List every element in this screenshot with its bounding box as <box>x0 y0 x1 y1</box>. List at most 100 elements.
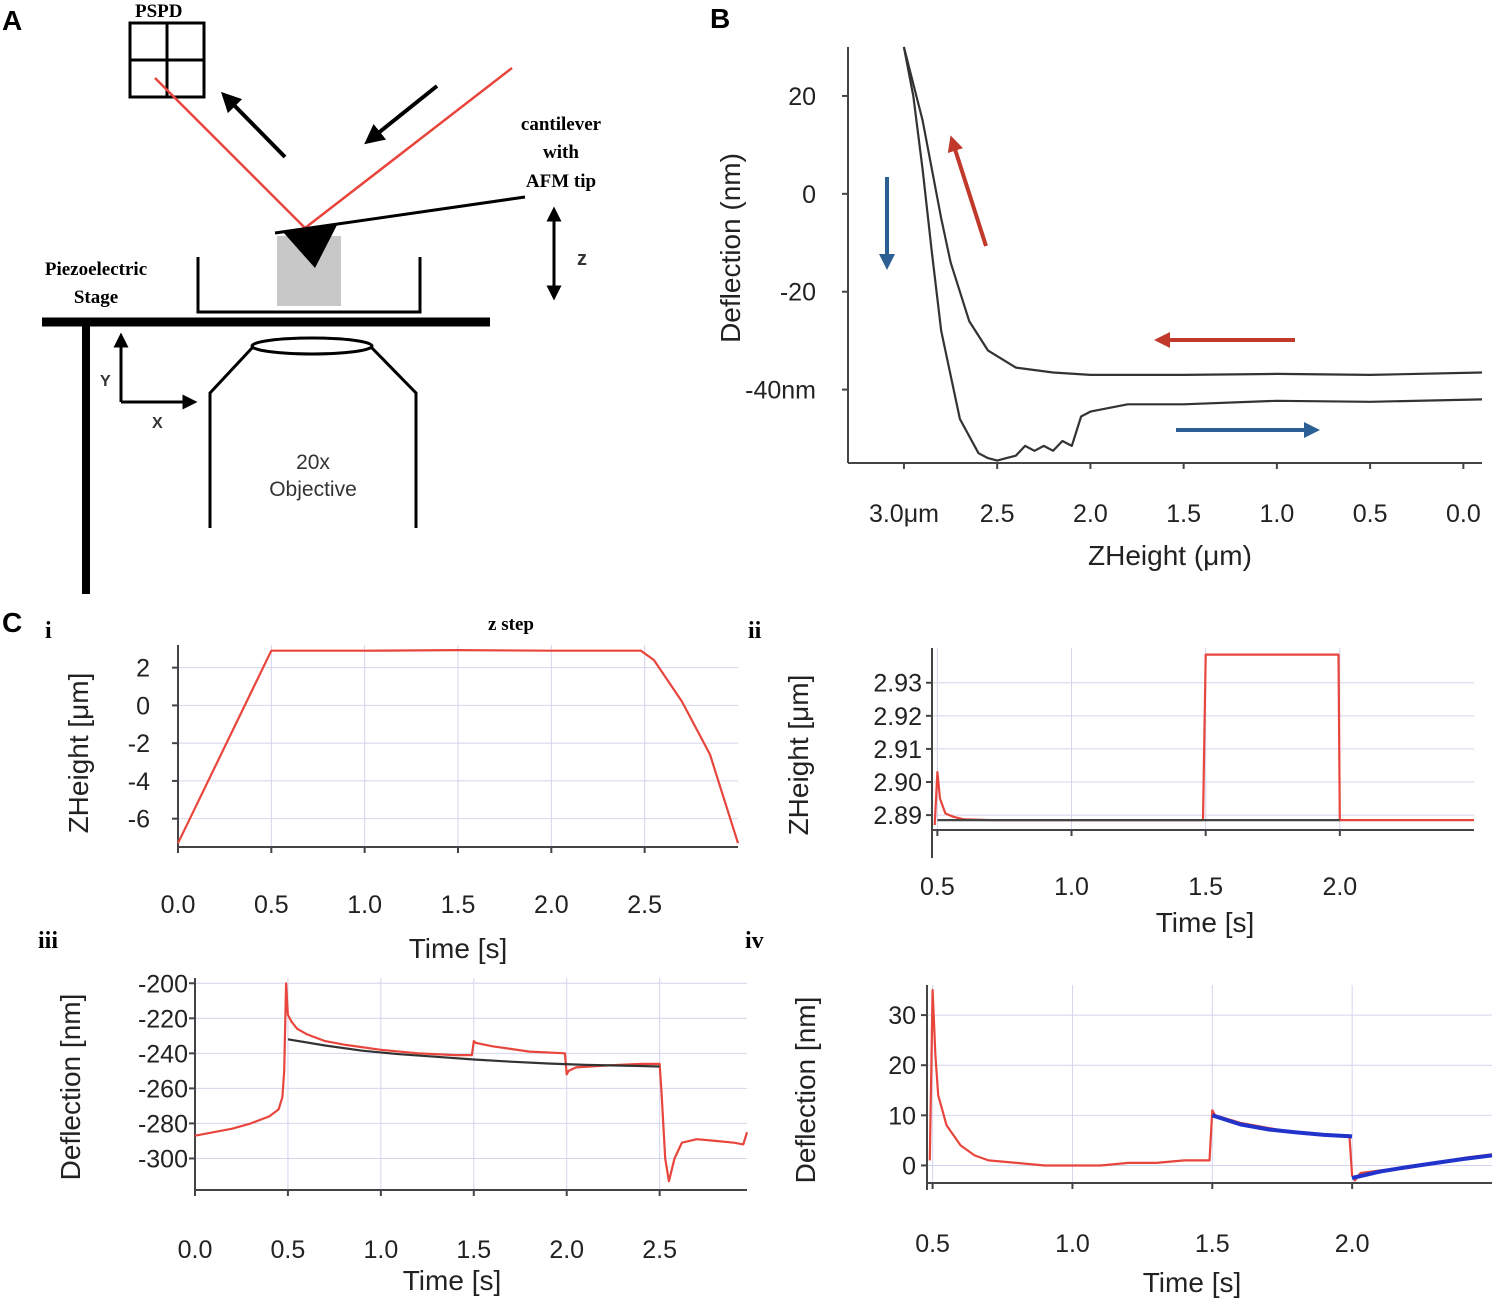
series-zheight <box>933 653 1474 826</box>
y-tick-label: 0 <box>802 181 816 209</box>
y-tick-label: -2 <box>128 730 150 758</box>
x-axis-label: X <box>152 415 163 432</box>
series-fit-1 <box>1211 1113 1353 1139</box>
x-tick-label: 1.5 <box>1188 873 1223 901</box>
x-tick-label: 1.0 <box>1055 1230 1090 1258</box>
reflected-arrow <box>220 91 287 159</box>
x-tick-label: 2.0 <box>1073 500 1108 528</box>
x-tick-label: 2.0 <box>534 891 569 919</box>
afm-schematic: PSPD cantilever with AFM tip z Piezoelec… <box>42 1 602 594</box>
y-tick-label: 20 <box>888 1052 916 1080</box>
y-tick-label: 0 <box>136 692 150 720</box>
x-tick-label: 1.5 <box>456 1236 491 1264</box>
chart-b-ylabel: Deflection (nm) <box>715 153 746 343</box>
series-fit-2 <box>1351 1153 1493 1180</box>
objective-lens <box>250 336 374 356</box>
x-tick-label: 0.5 <box>271 1236 306 1264</box>
cantilever <box>274 195 526 235</box>
objective-body <box>208 346 418 528</box>
chart-civ: 0.5 1.0 1.5 2.0 30 20 10 0 Time [s] Deflection … <box>790 985 1493 1298</box>
afm-tip <box>283 225 337 268</box>
z-axis-label: z <box>577 248 587 270</box>
x-tick-label: 1.5 <box>1195 1230 1230 1258</box>
x-tick-label: 0.0 <box>178 1236 213 1264</box>
x-tick-label: 0.5 <box>254 891 289 919</box>
y-axis-label: Y <box>100 373 111 390</box>
y-tick-label: -220 <box>138 1005 188 1033</box>
panel-label-c: C <box>2 607 22 638</box>
series-retract <box>902 46 1483 462</box>
chart-cii: 0.5 1.0 1.5 2.0 2.93 2.92 2.91 2.90 2.89 Time [s… <box>783 648 1474 938</box>
objective-label-2: Objective <box>269 478 357 501</box>
chart-ci-title: z step <box>488 614 534 635</box>
x-tick-label: 2.0 <box>1335 1230 1370 1258</box>
x-tick-label: 2.5 <box>980 500 1015 528</box>
chart-ci: 0.0 0.5 1.0 1.5 2.0 2.5 2 0 -2 -4 -6 z step Time [… <box>63 614 740 964</box>
y-tick-label: -280 <box>138 1110 188 1138</box>
y-tick-label: 2.90 <box>873 769 922 797</box>
x-tick-label: 0.0 <box>1446 500 1481 528</box>
x-tick-label: 0.0 <box>161 891 196 919</box>
panel-label-a: A <box>2 5 22 36</box>
y-tick-label: -240 <box>138 1040 188 1068</box>
y-tick-label: 2.89 <box>873 802 922 830</box>
y-tick-label: 2.93 <box>873 670 922 698</box>
y-tick-label: -40nm <box>745 377 816 405</box>
y-tick-label: 30 <box>888 1002 916 1030</box>
series-fit <box>287 1038 660 1068</box>
y-tick-label: 20 <box>788 83 816 111</box>
chart-ci-xlabel: Time [s] <box>409 933 508 964</box>
cantilever-label-2: with <box>543 142 579 163</box>
x-tick-label: 1.0 <box>347 891 382 919</box>
y-tick-label: -300 <box>138 1145 188 1173</box>
y-tick-label: -6 <box>128 806 150 834</box>
pspd-detector <box>128 21 206 99</box>
x-tick-label: 1.5 <box>441 891 476 919</box>
x-tick-label: 2.0 <box>1322 873 1357 901</box>
series-approach <box>902 46 1483 376</box>
y-tick-label: -4 <box>128 768 150 796</box>
series-zheight <box>177 648 740 844</box>
chart-ci-ylabel: ZHeight [μm] <box>63 673 94 834</box>
y-tick-label: 2.91 <box>873 736 922 764</box>
y-tick-label: -260 <box>138 1075 188 1103</box>
y-tick-label: 2.92 <box>873 703 922 731</box>
panel-label-b: B <box>710 3 730 34</box>
sub-label-iv: iv <box>745 928 764 954</box>
y-tick-label: 0 <box>902 1152 916 1180</box>
series-deflection <box>194 982 749 1183</box>
chart-b: 3.0μm 2.5 2.0 1.5 1.0 0.5 0.0 20 0 -20 -40nm ZHeig… <box>715 46 1483 571</box>
stage-label-1: Piezoelectric <box>45 259 147 280</box>
sample-dish <box>196 257 422 314</box>
sub-label-iii: iii <box>38 928 58 954</box>
x-tick-label: 1.0 <box>1259 500 1294 528</box>
objective-label-1: 20x <box>296 451 330 474</box>
retract-direction-arrow <box>947 135 988 247</box>
incident-arrow <box>364 84 439 145</box>
sub-label-i: i <box>45 618 52 644</box>
chart-b-xlabel: ZHeight (μm) <box>1088 540 1252 571</box>
x-tick-label: 2.0 <box>549 1236 584 1264</box>
pspd-label: PSPD <box>135 1 183 22</box>
y-tick-label: -200 <box>138 970 188 998</box>
chart-ciii-xlabel: Time [s] <box>403 1265 502 1296</box>
y-tick-label: 2 <box>136 655 150 683</box>
chart-cii-ylabel: ZHeight [μm] <box>783 675 814 836</box>
y-tick-label: 10 <box>888 1102 916 1130</box>
chart-ciii: 0.0 0.5 1.0 1.5 2.0 2.5 -200 -220 -240 -260 -280 -3… <box>55 970 749 1296</box>
reflected-laser-beam <box>154 77 306 229</box>
incident-laser-beam <box>304 67 513 229</box>
chart-civ-xlabel: Time [s] <box>1143 1267 1242 1298</box>
stage-label-2: Stage <box>74 287 118 308</box>
cantilever-label-3: AFM tip <box>526 171 596 192</box>
cantilever-label-1: cantilever <box>521 114 602 135</box>
chart-cii-xlabel: Time [s] <box>1156 907 1255 938</box>
x-tick-label: 3.0μm <box>869 500 939 528</box>
x-tick-label: 0.5 <box>1353 500 1388 528</box>
x-tick-label: 0.5 <box>915 1230 950 1258</box>
x-tick-label: 0.5 <box>920 873 955 901</box>
x-tick-label: 1.0 <box>363 1236 398 1264</box>
chart-civ-ylabel: Deflection [nm] <box>790 997 821 1184</box>
y-tick-label: -20 <box>780 279 816 307</box>
